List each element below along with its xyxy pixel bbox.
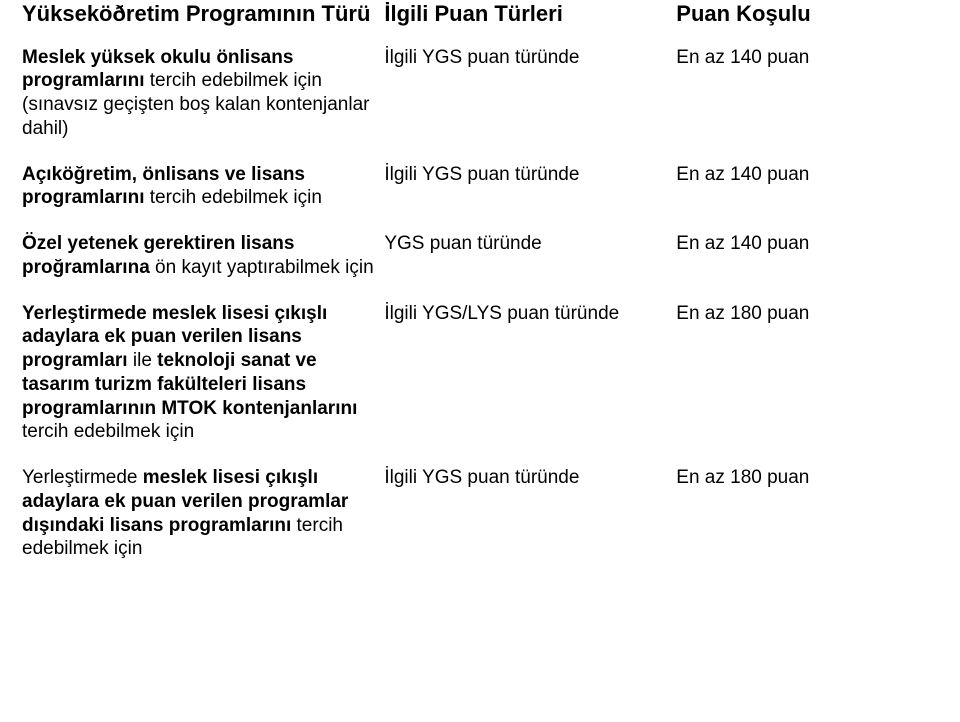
row-label: Yerleştirmede meslek lisesi çıkışlı aday… (22, 466, 384, 561)
row-label: Açıköğretim, önlisans ve lisans programl… (22, 163, 384, 233)
table-row: Açıköğretim, önlisans ve lisans programl… (22, 163, 938, 233)
row-score-condition: En az 140 puan (676, 163, 938, 233)
row-score-condition: En az 140 puan (676, 46, 938, 163)
row-score-type: İlgili YGS puan türünde (384, 163, 676, 233)
table-row: Meslek yüksek okulu önlisans programları… (22, 46, 938, 163)
row-score-type: İlgili YGS/LYS puan türünde (384, 302, 676, 467)
row-score-condition: En az 180 puan (676, 466, 938, 561)
score-requirements-table: Yükseköðretim Programının Türü İlgili Pu… (22, 0, 938, 561)
row-score-type: İlgili YGS puan türünde (384, 46, 676, 163)
page: Yükseköðretim Programının Türü İlgili Pu… (0, 0, 960, 561)
col-header-score-condition: Puan Koşulu (676, 0, 938, 46)
col-header-score-types: İlgili Puan Türleri (384, 0, 676, 46)
row-label: Meslek yüksek okulu önlisans programları… (22, 46, 384, 163)
row-label: Yerleştirmede meslek lisesi çıkışlı aday… (22, 302, 384, 467)
row-score-type: YGS puan türünde (384, 232, 676, 302)
table-row: Özel yetenek gerektiren lisans proğramla… (22, 232, 938, 302)
row-label: Özel yetenek gerektiren lisans proğramla… (22, 232, 384, 302)
row-score-condition: En az 140 puan (676, 232, 938, 302)
col-header-program-type: Yükseköðretim Programının Türü (22, 0, 384, 46)
table-row: Yerleştirmede meslek lisesi çıkışlı aday… (22, 466, 938, 561)
row-score-type: İlgili YGS puan türünde (384, 466, 676, 561)
table-row: Yerleştirmede meslek lisesi çıkışlı aday… (22, 302, 938, 467)
table-header-row: Yükseköðretim Programının Türü İlgili Pu… (22, 0, 938, 46)
row-score-condition: En az 180 puan (676, 302, 938, 467)
